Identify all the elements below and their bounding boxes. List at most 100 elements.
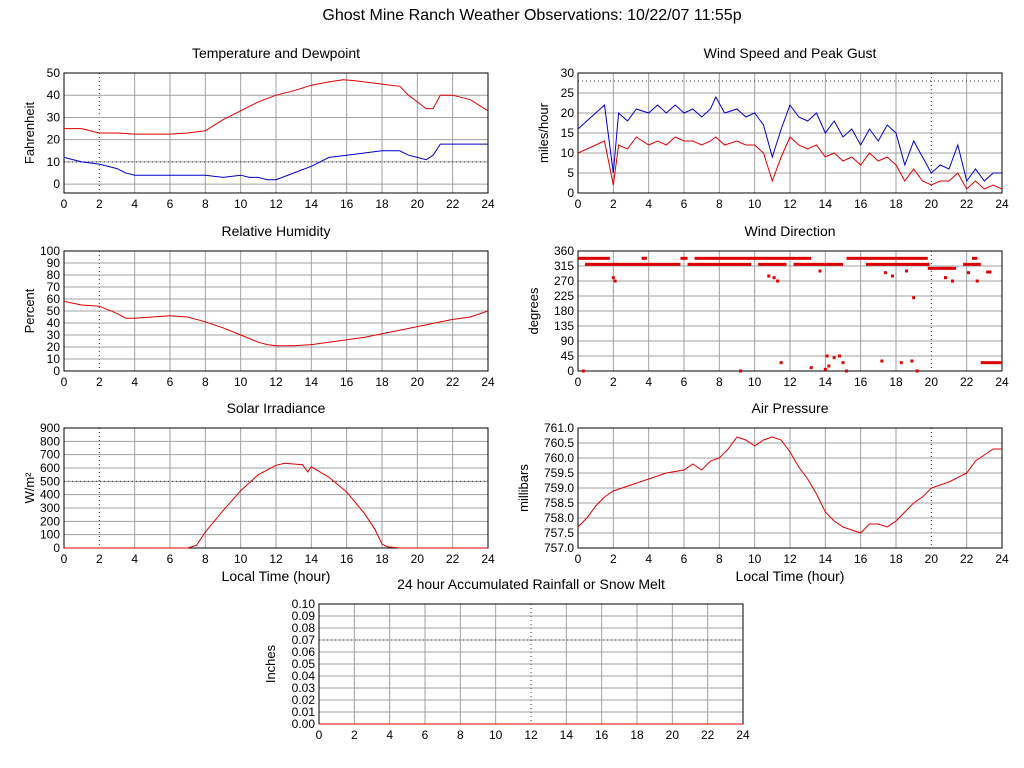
- x-tick-label: 10: [748, 197, 762, 211]
- y-tick-label: 0: [567, 186, 574, 200]
- page-title: Ghost Mine Ranch Weather Observations: 1…: [322, 7, 742, 24]
- x-tick-label: 20: [925, 197, 939, 211]
- x-tick-label: 8: [202, 197, 209, 211]
- x-tick-label: 20: [925, 552, 939, 566]
- direction-point: [772, 276, 776, 280]
- y-tick-label: 90: [47, 256, 61, 270]
- y-tick-label: 30: [47, 328, 61, 342]
- x-tick-label: 8: [716, 197, 723, 211]
- x-tick-label: 2: [610, 375, 617, 389]
- y-tick-label: 50: [47, 304, 61, 318]
- x-tick-label: 4: [131, 197, 138, 211]
- direction-point: [825, 354, 829, 358]
- x-tick-label: 18: [375, 375, 389, 389]
- direction-point: [767, 274, 771, 278]
- direction-point: [845, 369, 849, 373]
- x-tick-label: 2: [96, 375, 103, 389]
- x-tick-label: 22: [960, 552, 974, 566]
- x-tick-label: 24: [736, 728, 750, 742]
- x-tick-label: 22: [960, 197, 974, 211]
- series-line-1: [63, 143, 488, 181]
- y-tick-label: 600: [40, 461, 60, 475]
- x-tick-label: 22: [701, 728, 715, 742]
- chart-title: Wind Direction: [744, 223, 835, 239]
- x-tick-label: 16: [854, 375, 868, 389]
- series-line-0: [577, 95, 1002, 183]
- x-tick-label: 18: [630, 728, 644, 742]
- direction-point: [837, 354, 841, 358]
- x-tick-label: 14: [819, 552, 833, 566]
- y-tick-label: 0.04: [292, 669, 316, 683]
- direction-band: [865, 262, 930, 266]
- y-tick-label: 758.5: [544, 496, 574, 510]
- y-tick-label: 300: [40, 501, 60, 515]
- direction-point: [883, 271, 887, 275]
- series-line-0: [63, 300, 489, 347]
- direction-point: [899, 361, 903, 365]
- y-tick-label: 100: [40, 244, 60, 258]
- x-tick-label: 8: [716, 552, 723, 566]
- x-tick-label: 2: [96, 197, 103, 211]
- y-tick-label: 800: [40, 434, 60, 448]
- x-tick-label: 20: [666, 728, 680, 742]
- x-tick-label: 24: [995, 375, 1009, 389]
- direction-point: [776, 279, 780, 283]
- direction-point: [890, 274, 894, 278]
- direction-band: [846, 256, 928, 260]
- plot-frame: [63, 427, 489, 549]
- y-tick-label: 45: [561, 349, 575, 363]
- y-tick-label: 20: [47, 340, 61, 354]
- series-line-0: [64, 79, 489, 135]
- y-tick-label: 20: [561, 106, 575, 120]
- y-tick-label: 315: [554, 259, 574, 273]
- x-tick-label: 12: [269, 197, 283, 211]
- x-tick-label: 12: [524, 728, 538, 742]
- x-tick-label: 14: [560, 728, 574, 742]
- x-tick-label: 18: [375, 197, 389, 211]
- x-tick-label: 2: [96, 552, 103, 566]
- x-tick-label: 4: [131, 375, 138, 389]
- x-tick-label: 22: [960, 375, 974, 389]
- x-tick-label: 16: [595, 728, 609, 742]
- chart-title: Air Pressure: [751, 400, 828, 416]
- x-tick-label: 6: [422, 728, 429, 742]
- x-tick-label: 20: [411, 375, 425, 389]
- x-tick-label: 12: [783, 552, 797, 566]
- y-tick-label: 360: [554, 244, 574, 258]
- y-tick-label: 0.03: [292, 681, 316, 695]
- x-tick-label: 14: [305, 197, 319, 211]
- x-axis-label: Local Time (hour): [736, 568, 845, 584]
- x-tick-label: 0: [316, 728, 323, 742]
- x-tick-label: 10: [489, 728, 503, 742]
- x-tick-label: 16: [854, 552, 868, 566]
- plot-frame: [63, 72, 489, 194]
- x-tick-label: 12: [783, 197, 797, 211]
- chart-rain: 24 hour Accumulated Rainfall or Snow Mel…: [263, 576, 750, 742]
- direction-band: [641, 256, 647, 260]
- y-tick-label: 757.5: [544, 526, 574, 540]
- x-tick-label: 4: [131, 552, 138, 566]
- y-tick-label: 10: [47, 352, 61, 366]
- x-tick-label: 22: [446, 375, 460, 389]
- direction-band: [986, 270, 992, 274]
- series-line-1: [577, 136, 1003, 190]
- y-tick-label: 100: [40, 528, 60, 542]
- y-tick-label: 0.08: [292, 621, 316, 635]
- x-tick-label: 6: [681, 552, 688, 566]
- y-tick-label: 5: [567, 166, 574, 180]
- y-tick-label: 20: [47, 133, 61, 147]
- y-tick-label: 761.0: [544, 421, 574, 435]
- y-tick-label: 80: [47, 268, 61, 282]
- x-tick-label: 16: [340, 375, 354, 389]
- x-tick-label: 2: [610, 197, 617, 211]
- y-tick-label: 0.00: [292, 717, 316, 731]
- direction-band: [578, 256, 610, 260]
- direction-point: [966, 271, 970, 275]
- y-tick-label: 0.05: [292, 657, 316, 671]
- x-tick-label: 20: [411, 197, 425, 211]
